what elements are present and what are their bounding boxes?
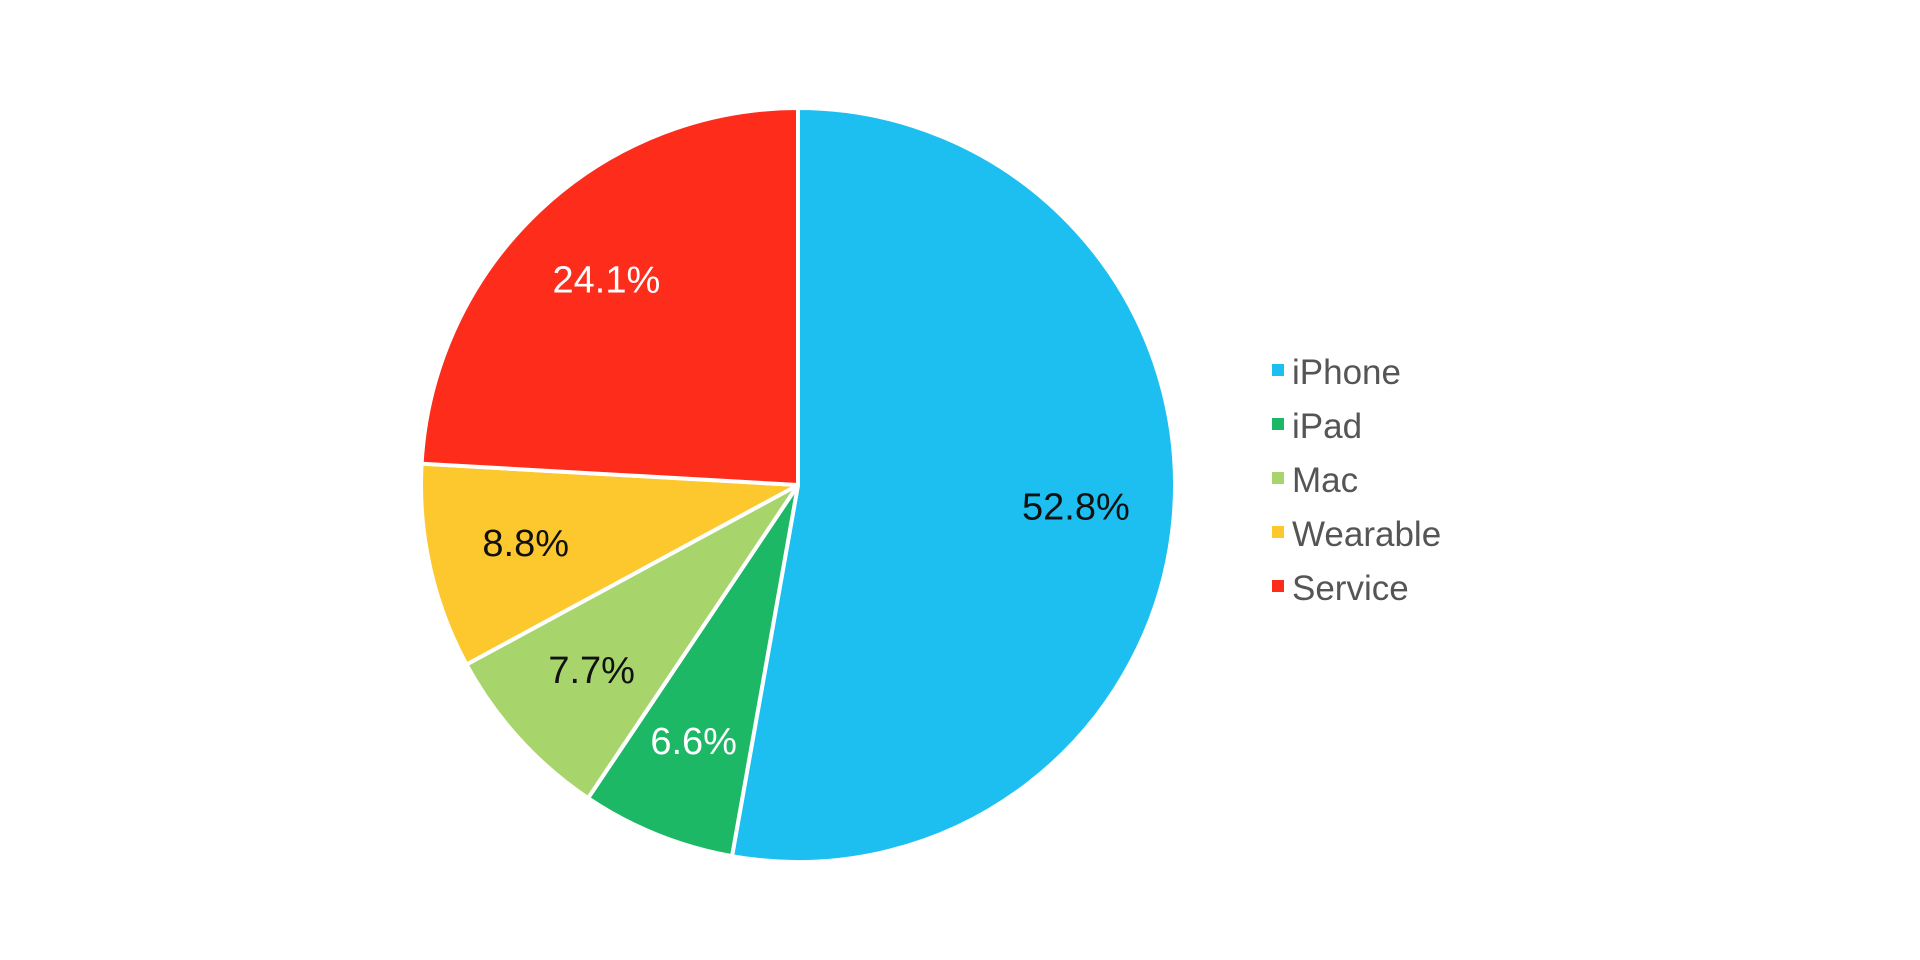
legend-label: Mac <box>1292 461 1359 500</box>
slice-label-iphone: 52.8% <box>1022 487 1130 529</box>
slice-label-wearable: 8.8% <box>482 523 569 565</box>
chart-legend: iPhone iPad Mac Wearable Service <box>1272 346 1441 616</box>
legend-label: iPhone <box>1292 353 1401 392</box>
legend-swatch <box>1272 418 1284 430</box>
legend-label: Wearable <box>1292 515 1442 554</box>
legend-swatch <box>1272 472 1284 484</box>
legend-item-service: Service <box>1272 562 1441 616</box>
legend-item-wearable: Wearable <box>1272 508 1441 562</box>
slice-label-ipad: 6.6% <box>650 721 737 763</box>
legend-label: Service <box>1292 569 1409 608</box>
slice-label-service: 24.1% <box>553 259 661 301</box>
legend-label: iPad <box>1292 407 1363 446</box>
legend-swatch <box>1272 526 1284 538</box>
slice-label-mac: 7.7% <box>548 650 635 692</box>
pie-slice-service <box>419 106 800 487</box>
legend-item-iphone: iPhone <box>1272 346 1441 400</box>
legend-swatch <box>1272 580 1284 592</box>
pie-slice-mac <box>464 483 800 801</box>
legend-item-ipad: iPad <box>1272 400 1441 454</box>
pie-slice-ipad <box>586 483 800 859</box>
pie-slices <box>419 106 1178 864</box>
legend-item-mac: Mac <box>1272 454 1441 508</box>
pie-slice-iphone <box>730 106 1178 864</box>
legend-swatch <box>1272 364 1284 376</box>
pie-slice-wearable <box>419 461 800 667</box>
pie-slice-labels: 52.8% 6.6% 7.7% 8.8% 24.1% <box>482 259 1129 763</box>
